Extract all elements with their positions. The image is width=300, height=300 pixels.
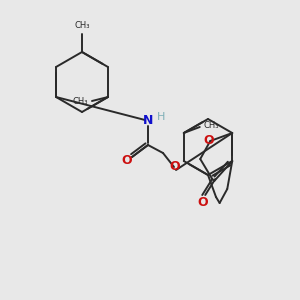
Text: N: N	[143, 115, 153, 128]
Text: CH₃: CH₃	[74, 21, 90, 30]
Text: H: H	[157, 112, 165, 122]
Text: CH₃: CH₃	[204, 122, 219, 130]
Text: O: O	[122, 154, 132, 167]
Text: O: O	[170, 160, 180, 173]
Text: CH₃: CH₃	[73, 97, 88, 106]
Text: O: O	[203, 134, 214, 146]
Text: O: O	[197, 196, 208, 208]
